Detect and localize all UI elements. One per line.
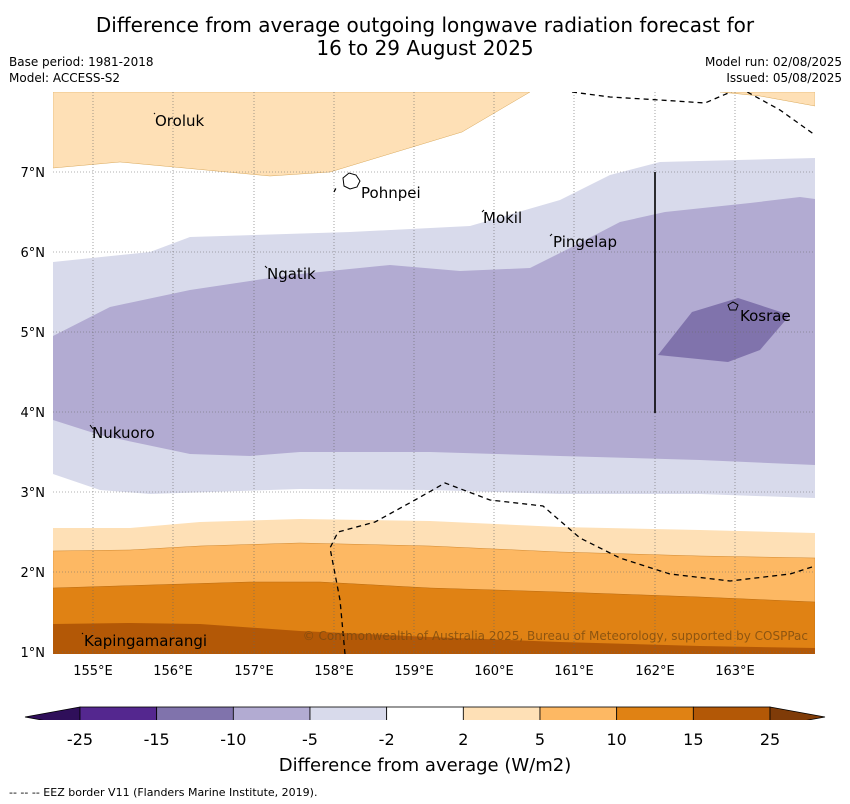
lat-tick-label: 2°N xyxy=(21,566,46,581)
kapingamarangi-marker xyxy=(81,632,84,635)
lat-tick-label: 1°N xyxy=(21,646,46,661)
title-line-2: 16 to 29 August 2025 xyxy=(316,36,534,60)
place-mokil: Mokil xyxy=(483,209,522,227)
colorbar-title: Difference from average (W/m2) xyxy=(278,755,572,776)
map-figure: Oroluk Pohnpei Mokil Pingelap Ngatik Kos… xyxy=(21,92,826,720)
place-kapingamarangi: Kapingamarangi xyxy=(84,632,207,650)
colorbar-segment xyxy=(386,706,464,720)
colorbar-tick-label: 2 xyxy=(458,730,469,749)
contour-north-light-orange xyxy=(53,92,531,177)
colorbar-segment xyxy=(692,706,771,720)
contour-medium-purple xyxy=(53,197,815,465)
oroluk-marker xyxy=(153,112,156,115)
chart-title: Difference from average outgoing longwav… xyxy=(0,14,850,60)
eez-border-south xyxy=(329,482,815,654)
colorbar-segment xyxy=(462,706,541,720)
lat-tick-label: 3°N xyxy=(21,486,46,501)
colorbar-tick-label: -25 xyxy=(66,730,94,749)
kosrae-island-outline xyxy=(727,301,739,311)
contour-northeast-light-orange xyxy=(719,92,815,107)
base-period: Base period: 1981-2018 xyxy=(9,55,154,69)
colorbar-segment xyxy=(232,706,311,720)
place-nukuoro: Nukuoro xyxy=(92,424,155,442)
colorbar-tick-label: 15 xyxy=(683,730,704,749)
longitude-labels: 155°E 156°E 157°E 158°E 159°E 160°E 161°E 162°E… xyxy=(73,664,755,679)
colorbar-segment xyxy=(309,706,388,720)
title-line-1: Difference from average outgoing longwav… xyxy=(95,13,755,37)
latitude-labels: 7°N 6°N 5°N 4°N 3°N 2°N 1°N xyxy=(21,166,46,661)
contour-south-brown xyxy=(53,623,815,654)
lon-tick-label: 159°E xyxy=(394,664,434,679)
colorbar-tick-label: -15 xyxy=(143,730,170,749)
map-plot-area: Oroluk Pohnpei Mokil Pingelap Ngatik Kos… xyxy=(53,92,815,654)
meta-left: Base period: 1981-2018 Model: ACCESS-S2 xyxy=(9,54,154,86)
colorbar-tick-label: 25 xyxy=(759,730,781,749)
lon-tick-label: 158°E xyxy=(314,664,354,679)
lon-tick-label: 155°E xyxy=(73,664,113,679)
lon-tick-label: 156°E xyxy=(153,664,193,679)
lon-tick-label: 162°E xyxy=(635,664,675,679)
colorbar-tick-label: -2 xyxy=(378,730,395,749)
copyright-text: © Commonwealth of Australia 2025, Bureau… xyxy=(303,629,808,643)
lon-tick-label: 160°E xyxy=(474,664,514,679)
model-run: Model run: 02/08/2025 xyxy=(704,55,842,69)
lat-tick-label: 7°N xyxy=(21,166,46,181)
eez-border-pohnpei xyxy=(333,185,338,193)
colorbar-segment xyxy=(539,706,618,720)
place-pohnpei: Pohnpei xyxy=(361,184,421,202)
colorbar-tick-label: -10 xyxy=(220,730,247,749)
colorbar-tick-label: 10 xyxy=(606,730,627,749)
place-ngatik: Ngatik xyxy=(267,265,316,283)
colorbar-segment xyxy=(79,706,158,720)
eez-border-north xyxy=(571,92,815,136)
place-oroluk: Oroluk xyxy=(155,112,204,130)
meta-right: Model run: 02/08/2025 Issued: 05/08/2025 xyxy=(705,54,842,86)
colorbar-extend-low xyxy=(24,706,81,720)
colorbar-segment xyxy=(616,706,694,720)
issued-date: Issued: 05/08/2025 xyxy=(726,71,842,85)
contour-dark-purple xyxy=(658,298,790,362)
place-kosrae: Kosrae xyxy=(740,307,791,325)
lon-tick-label: 161°E xyxy=(554,664,594,679)
lat-tick-label: 6°N xyxy=(21,246,46,261)
pingelap-marker xyxy=(549,233,553,237)
colorbar xyxy=(24,706,826,720)
island-markers xyxy=(81,112,553,635)
eez-footnote: -- -- -- EEZ border V11 (Flanders Marine… xyxy=(9,786,318,799)
ngatik-marker xyxy=(264,265,268,269)
lat-tick-label: 5°N xyxy=(21,326,46,341)
mokil-marker xyxy=(481,209,485,213)
colorbar-extend-high xyxy=(769,706,826,720)
model-name: Model: ACCESS-S2 xyxy=(9,71,121,85)
place-pingelap: Pingelap xyxy=(553,233,617,251)
colorbar-tick-label: 5 xyxy=(534,730,546,749)
nukuoro-marker xyxy=(89,424,94,430)
colorbar-segment xyxy=(156,706,234,720)
lat-tick-label: 4°N xyxy=(21,406,46,421)
lon-tick-label: 157°E xyxy=(234,664,274,679)
pohnpei-island-outline xyxy=(342,172,361,190)
colorbar-tick-label: -5 xyxy=(302,730,318,749)
lon-tick-label: 163°E xyxy=(715,664,755,679)
